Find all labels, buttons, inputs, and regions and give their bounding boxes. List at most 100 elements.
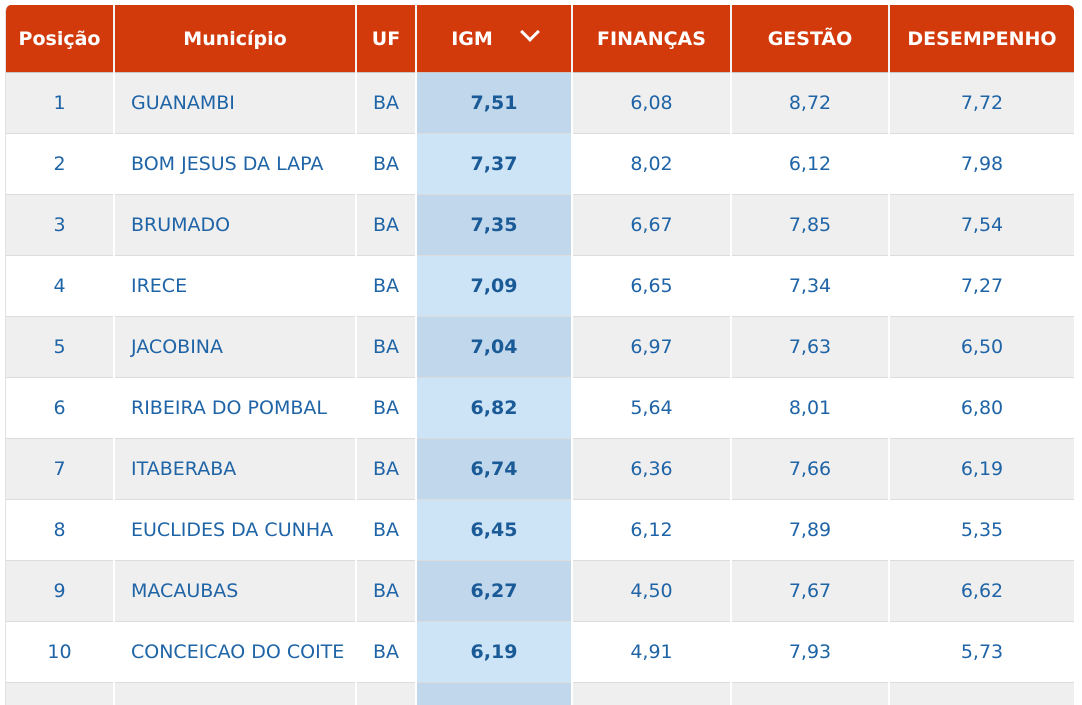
cell-municipio[interactable]: CONCEICAO DO COITE [114, 622, 356, 683]
cell-igm: 6,27 [416, 561, 572, 622]
cell-uf: BA [356, 622, 416, 683]
header-igm[interactable]: IGM [416, 5, 572, 73]
cell-posicao: 8 [6, 500, 114, 561]
cell-uf-partial [356, 683, 416, 705]
cell-posicao: 5 [6, 317, 114, 378]
cell-gestao: 7,67 [731, 561, 889, 622]
cell-posicao: 10 [6, 622, 114, 683]
header-uf[interactable]: UF [356, 5, 416, 73]
cell-municipio[interactable]: IRECE [114, 256, 356, 317]
cell-financas: 5,64 [572, 378, 731, 439]
cell-desempenho: 5,73 [889, 622, 1074, 683]
cell-municipio[interactable]: BOM JESUS DA LAPA [114, 134, 356, 195]
cell-igm: 7,09 [416, 256, 572, 317]
cell-desempenho-partial [889, 683, 1074, 705]
cell-posicao: 7 [6, 439, 114, 500]
header-posicao[interactable]: Posição [6, 5, 114, 73]
ranking-table: Posição Município UF IGM FINANÇAS GESTÃO… [6, 5, 1074, 705]
header-gestao[interactable]: GESTÃO [731, 5, 889, 73]
cell-financas: 6,65 [572, 256, 731, 317]
cell-gestao-partial [731, 683, 889, 705]
cell-uf: BA [356, 317, 416, 378]
cell-igm: 7,37 [416, 134, 572, 195]
header-financas[interactable]: FINANÇAS [572, 5, 731, 73]
cell-gestao: 7,93 [731, 622, 889, 683]
table-header: Posição Município UF IGM FINANÇAS GESTÃO… [6, 5, 1074, 73]
cell-uf: BA [356, 439, 416, 500]
ranking-table-container: Posição Município UF IGM FINANÇAS GESTÃO… [5, 5, 1074, 705]
cell-gestao: 7,63 [731, 317, 889, 378]
cell-municipio-partial [114, 683, 356, 705]
cell-financas: 6,08 [572, 73, 731, 134]
cell-gestao: 7,89 [731, 500, 889, 561]
cell-desempenho: 7,27 [889, 256, 1074, 317]
cell-gestao: 6,12 [731, 134, 889, 195]
cell-posicao: 4 [6, 256, 114, 317]
cell-gestao: 8,72 [731, 73, 889, 134]
cell-posicao: 6 [6, 378, 114, 439]
chevron-down-icon[interactable] [520, 22, 540, 42]
cell-uf: BA [356, 195, 416, 256]
cell-desempenho: 5,35 [889, 500, 1074, 561]
cell-municipio[interactable]: JACOBINA [114, 317, 356, 378]
cell-desempenho: 6,50 [889, 317, 1074, 378]
cell-posicao-partial [6, 683, 114, 705]
cell-igm: 7,35 [416, 195, 572, 256]
cell-igm: 6,82 [416, 378, 572, 439]
cell-desempenho: 6,62 [889, 561, 1074, 622]
cell-financas: 6,67 [572, 195, 731, 256]
cell-igm-partial [416, 683, 572, 705]
cell-uf: BA [356, 256, 416, 317]
cell-financas: 4,50 [572, 561, 731, 622]
cell-posicao: 9 [6, 561, 114, 622]
cell-igm: 6,74 [416, 439, 572, 500]
cell-uf: BA [356, 500, 416, 561]
cell-financas: 4,91 [572, 622, 731, 683]
header-igm-label: IGM [451, 28, 493, 50]
cell-desempenho: 7,98 [889, 134, 1074, 195]
cell-igm: 6,45 [416, 500, 572, 561]
cell-financas: 6,97 [572, 317, 731, 378]
cell-uf: BA [356, 561, 416, 622]
cell-gestao: 8,01 [731, 378, 889, 439]
cell-financas-partial [572, 683, 731, 705]
cell-posicao: 2 [6, 134, 114, 195]
cell-municipio[interactable]: GUANAMBI [114, 73, 356, 134]
cell-gestao: 7,34 [731, 256, 889, 317]
cell-uf: BA [356, 134, 416, 195]
cell-municipio[interactable]: RIBEIRA DO POMBAL [114, 378, 356, 439]
header-municipio[interactable]: Município [114, 5, 356, 73]
cell-municipio[interactable]: ITABERABA [114, 439, 356, 500]
cell-desempenho: 7,72 [889, 73, 1074, 134]
cell-gestao: 7,85 [731, 195, 889, 256]
cell-uf: BA [356, 73, 416, 134]
cell-financas: 6,12 [572, 500, 731, 561]
cell-posicao: 3 [6, 195, 114, 256]
cell-municipio[interactable]: BRUMADO [114, 195, 356, 256]
cell-igm: 7,51 [416, 73, 572, 134]
cell-uf: BA [356, 378, 416, 439]
header-row: Posição Município UF IGM FINANÇAS GESTÃO… [6, 5, 1074, 73]
cell-desempenho: 6,80 [889, 378, 1074, 439]
cell-desempenho: 7,54 [889, 195, 1074, 256]
cell-posicao: 1 [6, 73, 114, 134]
cell-desempenho: 6,19 [889, 439, 1074, 500]
cell-municipio[interactable]: MACAUBAS [114, 561, 356, 622]
cell-gestao: 7,66 [731, 439, 889, 500]
cell-municipio[interactable]: EUCLIDES DA CUNHA [114, 500, 356, 561]
cell-igm: 6,19 [416, 622, 572, 683]
cell-igm: 7,04 [416, 317, 572, 378]
header-desempenho[interactable]: DESEMPENHO [889, 5, 1074, 73]
cell-financas: 8,02 [572, 134, 731, 195]
